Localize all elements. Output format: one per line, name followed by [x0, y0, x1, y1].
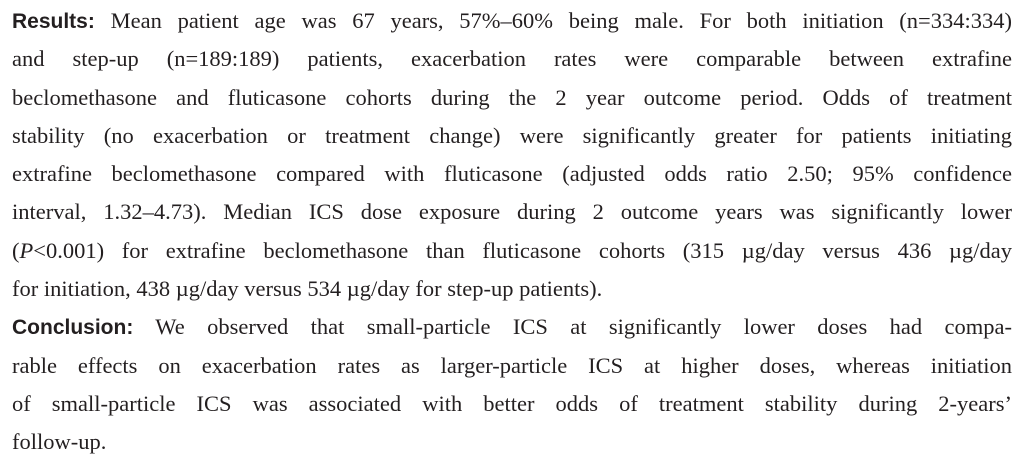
results-heading: Results:	[12, 10, 95, 33]
results-line-6: interval, 1.32–4.73). Median ICS dose ex…	[12, 199, 1012, 225]
results-line-5: extrafine beclomethasone compared with f…	[12, 161, 1012, 187]
results-line-1: Results: Mean patient age was 67 years, …	[12, 2, 1012, 40]
conclusion-heading: Conclusion:	[12, 316, 134, 340]
conclusion-text-1: We observed that small-particle ICS at s…	[133, 314, 1012, 340]
results-line-2: and step-up (n=189:189) patients, exacer…	[12, 46, 1012, 72]
conclusion-line-2: rable effects on exacerbation rates as l…	[12, 352, 1012, 378]
results-text-1: Mean patient age was 67 years, 57%–60% b…	[94, 8, 1012, 33]
conclusion-line-3: of small-particle ICS was associated wit…	[12, 390, 1012, 416]
p-value-symbol: P	[19, 237, 34, 263]
results-text-7: <0.001) for extrafine beclomethasone tha…	[33, 237, 1012, 263]
results-line-4: stability (no exacerbation or treatment …	[12, 122, 1012, 148]
paren-open: (	[12, 237, 20, 263]
results-line-3: beclomethasone and fluticasone cohorts d…	[12, 84, 1012, 110]
conclusion-line-1: Conclusion: We observed that small-parti…	[12, 308, 1012, 346]
conclusion-line-4: follow-up.	[12, 429, 107, 455]
results-line-7: (P<0.001) for extrafine beclomethasone t…	[12, 232, 1012, 270]
results-line-8: for initiation, 438 µg/day versus 534 µg…	[12, 276, 603, 302]
